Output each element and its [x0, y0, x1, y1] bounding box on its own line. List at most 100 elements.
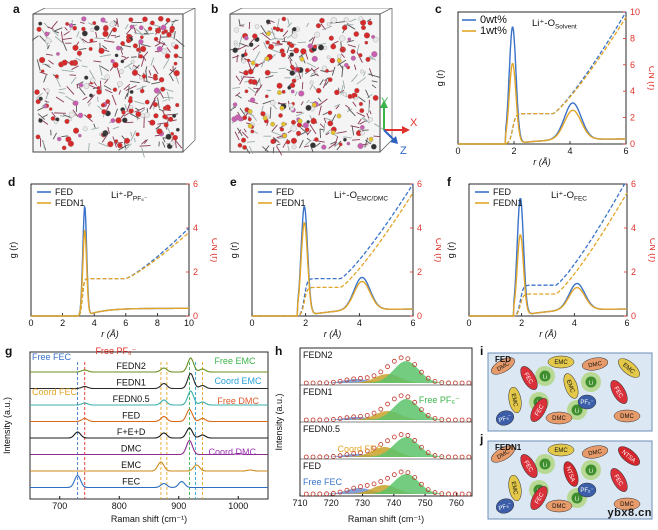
md-snapshot-a — [25, 8, 200, 158]
atom — [276, 27, 281, 32]
experimental-point — [399, 433, 403, 437]
atom — [84, 76, 88, 80]
atom — [90, 28, 94, 32]
atom — [163, 106, 167, 110]
x-tick-label: 2 — [60, 318, 65, 328]
atom — [287, 86, 291, 90]
z-axis-arrow — [384, 130, 394, 140]
atom — [365, 41, 368, 44]
atom — [334, 90, 339, 95]
y2-tick-label: 0 — [193, 311, 198, 321]
experimental-point — [311, 418, 315, 422]
solvation-schematic-i-svg: LiLiLiLiDMCFECEMCDMCEMCFECEMCDMCPF₆⁻PF₆⁻… — [487, 352, 653, 432]
legend-entry: FED — [493, 187, 512, 197]
x-axis-label: X — [410, 117, 418, 129]
sulfur-atom — [266, 31, 270, 35]
legend-entry: FEDN1 — [276, 198, 306, 208]
x-tick-label: 800 — [112, 501, 127, 511]
annotation-free-pf6: Free PF₆⁻ — [419, 395, 460, 405]
atom — [65, 22, 69, 26]
experimental-point — [392, 473, 396, 477]
atom — [300, 48, 306, 54]
atom — [116, 117, 122, 123]
panel-title: Li⁺-OFEC — [551, 190, 587, 203]
atom — [129, 108, 134, 113]
atom — [314, 137, 318, 141]
panel-letter-j: j — [480, 432, 483, 446]
atom — [286, 140, 290, 144]
atom — [250, 98, 255, 103]
molecule-label: DMC — [620, 414, 634, 420]
atom — [130, 90, 134, 94]
atom — [73, 26, 77, 30]
atom — [45, 38, 51, 44]
molecule-label: EMC — [554, 448, 568, 454]
atom — [87, 114, 92, 119]
experimental-point — [399, 356, 403, 360]
atom — [308, 44, 313, 49]
molecule-bond — [125, 122, 133, 123]
molecule-label: PF₆⁻ — [580, 488, 593, 494]
gr-curve-1 — [252, 223, 413, 316]
sulfur-atom — [282, 134, 286, 138]
atom — [92, 21, 96, 25]
atom — [150, 21, 154, 25]
atom — [136, 132, 140, 136]
atom — [354, 31, 359, 36]
atom — [102, 109, 107, 114]
atom — [124, 138, 130, 144]
atom — [110, 22, 115, 27]
atom — [281, 52, 286, 57]
atom — [280, 127, 284, 131]
atom — [238, 117, 243, 122]
trace-label: FEDN0.5 — [113, 394, 150, 404]
atom — [115, 139, 119, 143]
trace-label: FEDN1 — [116, 378, 146, 388]
atom — [82, 31, 88, 37]
trace-label: F+E+D — [117, 427, 146, 437]
x-axis-label: r (Å) — [324, 329, 342, 339]
atom — [344, 63, 348, 67]
atom — [69, 60, 74, 65]
experimental-point — [392, 397, 396, 401]
experimental-point — [379, 407, 383, 411]
atom — [329, 36, 334, 41]
experimental-point — [365, 483, 369, 487]
atom — [319, 18, 324, 23]
experimental-point — [386, 476, 390, 480]
atom — [160, 87, 165, 92]
atom — [69, 23, 73, 27]
atom — [303, 122, 309, 128]
atom — [291, 67, 295, 71]
atom — [106, 99, 110, 103]
trace-label: FEDN0.5 — [303, 424, 340, 434]
experimental-point — [460, 492, 464, 496]
atom — [81, 27, 85, 31]
atom — [117, 143, 122, 148]
atom — [238, 143, 242, 147]
atom — [103, 26, 108, 31]
annotation-coord-fec: Coord FEC — [32, 387, 78, 397]
experimental-point — [460, 418, 464, 422]
experimental-point — [372, 482, 376, 486]
y-axis-label: g (r) — [8, 242, 18, 259]
atom — [120, 41, 124, 45]
atom — [101, 103, 105, 107]
atom — [45, 32, 49, 36]
solvent-molecule: DMC — [546, 412, 572, 424]
experimental-point — [311, 492, 315, 496]
y2-axis-label: CN (r) — [210, 238, 217, 263]
atom — [36, 135, 41, 140]
trace-label: EMC — [121, 460, 142, 470]
panel-title: Li⁺-OSolvent — [532, 18, 577, 31]
x-tick-label: 740 — [386, 498, 401, 508]
atom — [51, 116, 55, 120]
y2-tick-label: 6 — [417, 179, 422, 189]
atom — [171, 132, 174, 135]
atom — [343, 138, 346, 141]
x-tick-label: 720 — [324, 498, 339, 508]
atom — [278, 113, 282, 117]
x-tick-label: 4 — [357, 318, 362, 328]
sulfur-atom — [251, 61, 255, 65]
